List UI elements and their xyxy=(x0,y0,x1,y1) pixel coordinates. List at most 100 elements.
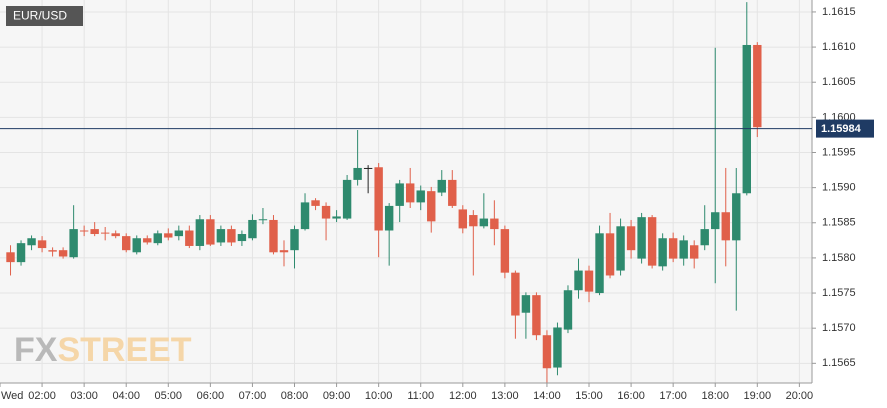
symbol-box xyxy=(6,6,83,26)
candle-body xyxy=(100,232,110,234)
candle-body xyxy=(437,179,446,193)
candle-body xyxy=(6,252,15,263)
watermark-street: STREET xyxy=(57,331,191,369)
candle-body xyxy=(290,229,299,251)
x-tick-label: 02:00 xyxy=(28,390,56,402)
candle-body xyxy=(427,191,436,222)
x-tick-label: 19:00 xyxy=(744,390,772,402)
candle-body xyxy=(637,217,646,259)
x-tick-label: 11:00 xyxy=(407,390,434,402)
candle-body xyxy=(668,238,678,259)
candle-body xyxy=(711,212,720,230)
candle-body xyxy=(416,190,425,203)
candle-body xyxy=(227,229,236,243)
candle-body xyxy=(563,290,573,330)
x-tick-label: 15:00 xyxy=(575,390,603,402)
candle-body xyxy=(258,219,268,221)
candle-body xyxy=(216,229,226,243)
x-tick-label: 08:00 xyxy=(281,390,309,402)
candles xyxy=(6,2,762,384)
candle-body xyxy=(511,272,520,316)
candle-body xyxy=(490,218,499,230)
y-tick-label: 1.1585 xyxy=(822,217,856,229)
candle-body xyxy=(122,236,131,251)
candle-body xyxy=(700,229,709,246)
candle-body xyxy=(206,219,215,245)
last-price-box xyxy=(816,119,874,138)
candle-body xyxy=(732,193,741,241)
y-tick-label: 1.1575 xyxy=(822,287,856,299)
x-tick-label: 03:00 xyxy=(70,390,98,402)
candle-body xyxy=(111,233,120,237)
y-tick-label: 1.1580 xyxy=(822,252,856,264)
grid xyxy=(0,0,812,383)
candle-body xyxy=(353,167,362,180)
candle-body xyxy=(384,205,394,231)
candle-body xyxy=(553,327,562,368)
candle-body xyxy=(332,216,341,219)
candle-body xyxy=(753,44,762,128)
candle-body xyxy=(689,245,699,259)
y-tick-label: 1.1595 xyxy=(822,146,856,158)
candle-body xyxy=(153,233,162,244)
candle-body xyxy=(27,238,36,246)
x-tick-label: 13:00 xyxy=(491,390,519,402)
candle-body xyxy=(532,295,541,336)
x-tick-label: 09:00 xyxy=(323,390,351,402)
candle-body xyxy=(37,240,47,249)
candle-body xyxy=(16,243,26,263)
candle-body xyxy=(448,179,457,206)
candle-body xyxy=(742,44,751,194)
candle-body xyxy=(458,209,468,229)
y-tick-label: 1.1605 xyxy=(822,76,856,88)
candle-body xyxy=(374,167,383,231)
x-tick-label: 10:00 xyxy=(365,390,393,402)
candle-body xyxy=(469,215,478,227)
last-price-label: 1.15984 xyxy=(821,123,862,135)
candle-body xyxy=(311,200,320,206)
candle-body xyxy=(521,295,531,313)
candle-body xyxy=(269,219,278,253)
y-tick-label: 1.1570 xyxy=(822,322,856,334)
x-tick-label: 05:00 xyxy=(155,390,183,402)
candle-body xyxy=(279,250,289,253)
candle-body xyxy=(605,233,615,276)
x-tick-label: 14:00 xyxy=(533,390,561,402)
x-tick-label: 06:00 xyxy=(197,390,225,402)
candle-body xyxy=(595,233,604,294)
candle-body xyxy=(164,233,173,238)
candle-body xyxy=(69,229,78,258)
candle-body xyxy=(237,234,247,242)
candle-body xyxy=(574,270,583,291)
x-tick-label: 20:00 xyxy=(786,390,814,402)
x-tick-label: 18:00 xyxy=(701,390,729,402)
candle-body xyxy=(90,229,99,235)
candle-body xyxy=(406,183,415,203)
y-tick-label: 1.1615 xyxy=(822,6,856,18)
candle-body xyxy=(132,238,141,253)
candle-body xyxy=(679,240,688,259)
candle-body xyxy=(248,219,257,239)
y-tick-label: 1.1565 xyxy=(822,357,856,369)
candle-body xyxy=(479,218,489,227)
x-tick-label: 07:00 xyxy=(239,390,267,402)
x-tick-label: Wed xyxy=(1,390,23,402)
candle-body xyxy=(300,202,310,230)
candle-body xyxy=(395,183,404,206)
candle-body xyxy=(658,238,667,267)
candle-body xyxy=(721,212,730,241)
candle-body xyxy=(542,335,552,369)
candle-body xyxy=(342,179,352,219)
candle-body xyxy=(58,250,68,257)
x-tick-label: 16:00 xyxy=(617,390,645,402)
candle-body xyxy=(143,238,152,243)
symbol: EUR/USD xyxy=(13,9,67,23)
candle-body xyxy=(174,230,184,237)
x-tick-label: 17:00 xyxy=(659,390,687,402)
candle-body xyxy=(195,219,205,246)
candle-body xyxy=(616,226,625,271)
candle-body xyxy=(363,167,373,169)
x-tick-label: 04:00 xyxy=(112,390,140,402)
candle-body xyxy=(185,230,194,246)
